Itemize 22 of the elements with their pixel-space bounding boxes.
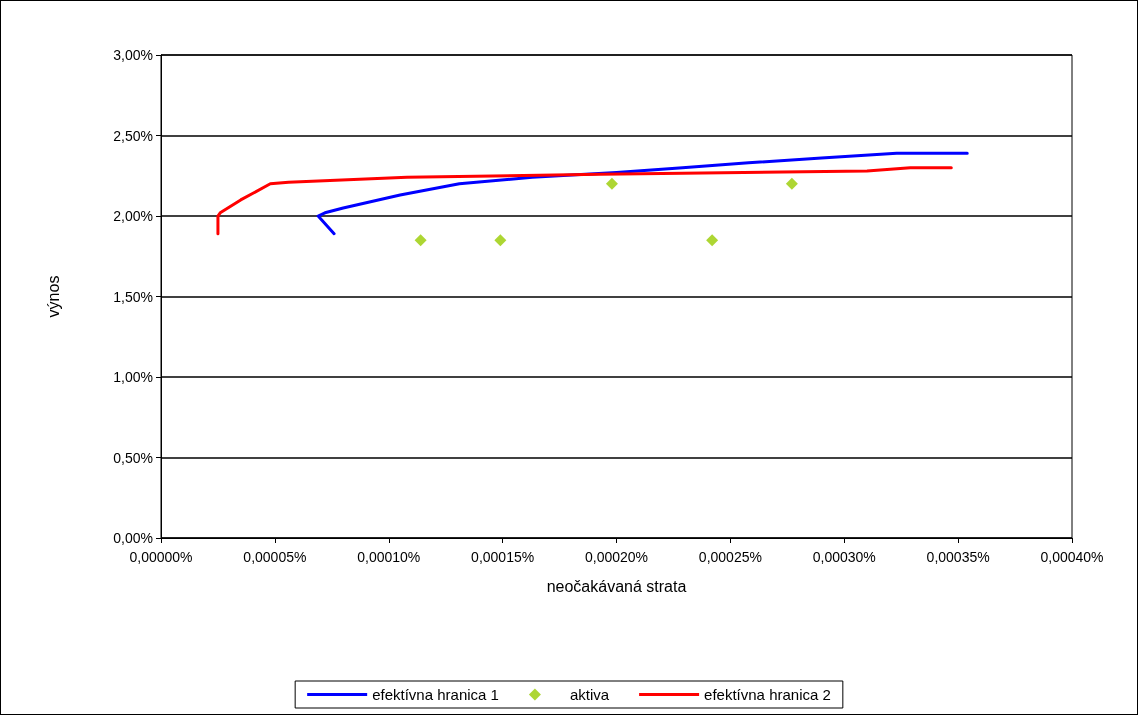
line-series xyxy=(216,166,953,236)
legend-label: efektívna hranica 1 xyxy=(372,686,499,703)
y-tick-label: 2,50% xyxy=(113,127,153,144)
y-tick-label: 3,00% xyxy=(113,47,153,63)
x-tick-label: 0,00035% xyxy=(926,549,990,565)
y-tick-label: 0,50% xyxy=(113,449,153,466)
x-axis-title: neočakávaná strata xyxy=(546,577,687,595)
x-tick-label: 0,00005% xyxy=(243,549,307,565)
x-tick-label: 0,00020% xyxy=(584,549,649,565)
y-tick-label: 0,00% xyxy=(113,530,153,546)
y-axis-title: výnos xyxy=(44,275,62,318)
y-tick-label: 1,50% xyxy=(113,288,153,305)
x-tick-label: 0,00040% xyxy=(1040,549,1104,565)
y-tick-label: 2,00% xyxy=(113,208,153,224)
legend-label: efektívna hranica 2 xyxy=(704,686,831,703)
x-tick-label: 0,00030% xyxy=(812,549,876,565)
x-tick-label: 0,00010% xyxy=(357,549,421,565)
x-tick-label: 0,00025% xyxy=(698,549,762,565)
legend-label: aktiva xyxy=(569,686,610,703)
y-tick-label: 1,00% xyxy=(113,369,153,385)
x-tick-label: 0,00000% xyxy=(129,549,193,565)
x-tick-label: 0,00015% xyxy=(471,549,535,565)
